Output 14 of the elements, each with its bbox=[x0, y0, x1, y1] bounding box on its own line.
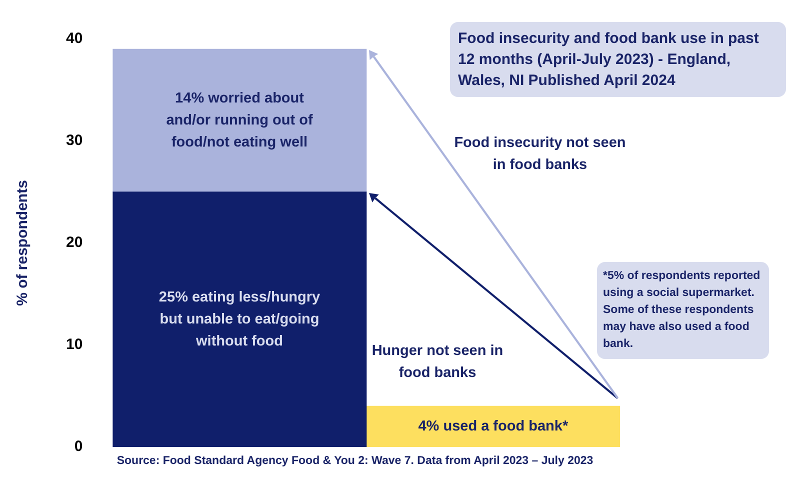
y-tick-label: 20 bbox=[66, 234, 83, 252]
y-tick-label: 10 bbox=[66, 336, 83, 354]
source-note: Source: Food Standard Agency Food & You 2: Wave 7. Data from April 2023 – July 2023 bbox=[116, 454, 594, 469]
data-label: 25% eating less/hungry but unable to eat/going without food bbox=[158, 290, 320, 350]
annotation: Hunger not seen in food banks bbox=[370, 342, 504, 383]
y-tick-label: 0 bbox=[74, 438, 83, 456]
y-axis-title: % of respondents bbox=[14, 180, 32, 306]
annotation: *5% of respondents reported using a social supermarket. Some of these respondents may have also used a food bank. bbox=[597, 262, 769, 359]
text: Food insecurity and food bank use in past 12 months (April-July 2023) - England, Wales, NI Published April 2024 bbox=[450, 22, 786, 97]
data-label: 4% used a food bank* bbox=[418, 418, 568, 435]
annotation: Food insecurity not seen in food banks bbox=[453, 134, 627, 175]
y-tick-label: 40 bbox=[66, 30, 83, 48]
y-tick-label: 30 bbox=[66, 132, 83, 150]
data-label: 14% worried about and/or running out of food/not eating well bbox=[166, 90, 313, 151]
